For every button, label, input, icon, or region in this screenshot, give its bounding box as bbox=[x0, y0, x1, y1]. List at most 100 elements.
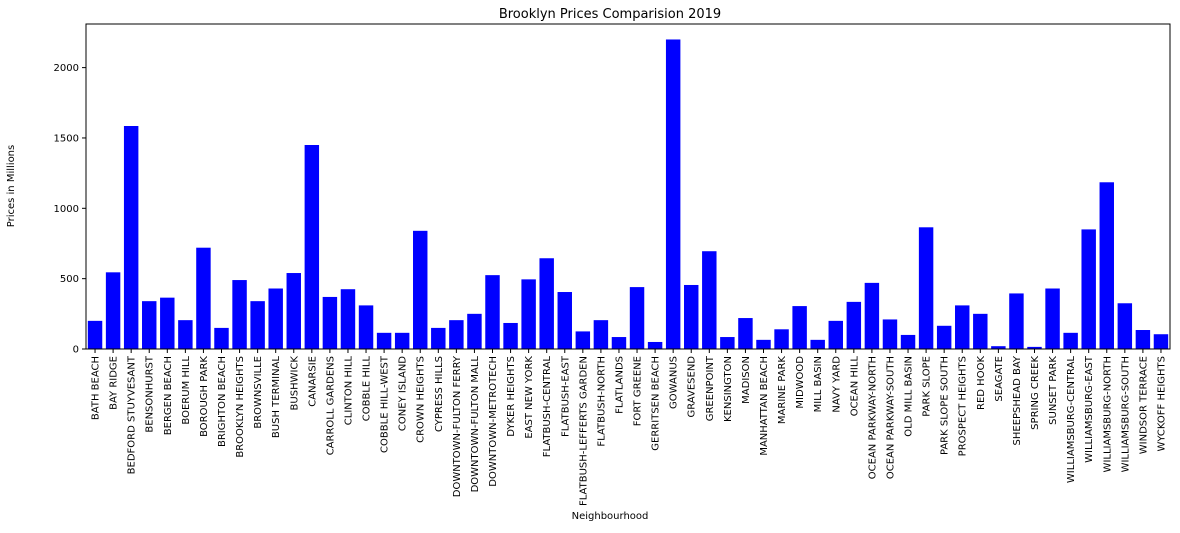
bar bbox=[322, 296, 338, 349]
x-tick-label: GRAVESEND bbox=[687, 356, 698, 418]
x-tick-label: NAVY YARD bbox=[831, 356, 842, 413]
chart-title: Brooklyn Prices Comparision 2019 bbox=[499, 7, 721, 22]
bars-group bbox=[87, 39, 1169, 349]
bar bbox=[214, 327, 229, 349]
x-tick-label: FORT GREENE bbox=[633, 356, 644, 426]
x-tick-label: BROWNSVILLE bbox=[253, 356, 264, 429]
bar bbox=[178, 320, 193, 349]
x-tick-label: BATH BEACH bbox=[91, 356, 102, 420]
bar bbox=[918, 227, 934, 349]
bar bbox=[376, 332, 392, 349]
y-tick-label: 0 bbox=[73, 345, 79, 356]
x-tick-label: PROSPECT HEIGHTS bbox=[958, 356, 969, 456]
x-tick-label: MARINE PARK bbox=[777, 356, 788, 425]
bar bbox=[1117, 303, 1133, 349]
x-tick-label: OCEAN HILL bbox=[849, 356, 860, 417]
y-axis: 0 500 1000 1500 2000 bbox=[54, 63, 86, 356]
x-tick-label: GERRITSEN BEACH bbox=[651, 356, 662, 451]
x-tick-label: RED HOOK bbox=[976, 356, 987, 410]
bar bbox=[105, 272, 121, 349]
x-tick-label: BAY RIDGE bbox=[109, 356, 120, 410]
x-tick-label: OCEAN PARKWAY-NORTH bbox=[867, 356, 878, 479]
x-tick-label: WILLIAMSBURG-EAST bbox=[1084, 355, 1095, 463]
x-tick-label: BEDFORD STUYVESANT bbox=[127, 355, 138, 474]
x-tick-label: BRIGHTON BEACH bbox=[217, 356, 228, 447]
x-tick-label: BUSHWICK bbox=[289, 356, 300, 411]
bar bbox=[142, 301, 157, 349]
bar bbox=[1009, 293, 1024, 349]
x-tick-label: WINDSOR TERRACE bbox=[1138, 356, 1149, 454]
x-tick-label: CANARSIE bbox=[307, 356, 318, 407]
bar bbox=[900, 334, 916, 349]
x-tick-label: BOROUGH PARK bbox=[199, 356, 210, 437]
bar bbox=[358, 305, 374, 349]
bar bbox=[810, 339, 825, 349]
x-tick-label: DYKER HEIGHTS bbox=[506, 356, 517, 437]
x-axis: BATH BEACH BAY RIDGE BEDFORD STUYVESANT BEN… bbox=[91, 349, 1167, 506]
x-tick-label: BUSH TERMINAL bbox=[271, 356, 282, 438]
bar bbox=[1099, 182, 1114, 349]
x-tick-label: COBBLE HILL bbox=[362, 356, 373, 422]
x-tick-label: CLINTON HILL bbox=[343, 356, 354, 426]
bar bbox=[1027, 346, 1042, 349]
bar bbox=[991, 346, 1006, 349]
y-axis-label: Prices in Millions bbox=[6, 145, 17, 228]
x-tick-label: BROOKLYN HEIGHTS bbox=[235, 356, 246, 458]
bar bbox=[250, 301, 265, 349]
x-tick-label: PARK SLOPE SOUTH bbox=[940, 356, 951, 455]
x-tick-label: FLATLANDS bbox=[614, 356, 625, 414]
bar bbox=[629, 287, 645, 349]
bar bbox=[304, 145, 320, 349]
x-tick-label: SPRING CREEK bbox=[1030, 356, 1041, 430]
y-tick-label: 1000 bbox=[54, 204, 79, 215]
bar bbox=[340, 289, 356, 349]
x-tick-label: FLATBUSH-NORTH bbox=[596, 356, 607, 447]
x-tick-label: WILLIAMSBURG-CENTRAL bbox=[1066, 356, 1077, 484]
x-tick-label: GREENPOINT bbox=[705, 355, 716, 421]
bar bbox=[1081, 229, 1096, 349]
bar bbox=[575, 331, 591, 349]
x-tick-label: CYPRESS HILLS bbox=[434, 356, 445, 432]
bar bbox=[955, 305, 970, 349]
x-tick-label: BENSONHURST bbox=[145, 355, 156, 432]
bar bbox=[413, 230, 428, 349]
bar bbox=[936, 325, 952, 349]
bar bbox=[503, 322, 518, 349]
bar bbox=[774, 329, 789, 349]
bar bbox=[792, 306, 807, 349]
bar bbox=[973, 313, 988, 349]
bar bbox=[232, 280, 247, 349]
x-tick-label: FLATBUSH-CENTRAL bbox=[542, 356, 553, 458]
x-tick-label: MILL BASIN bbox=[813, 356, 824, 412]
bar bbox=[720, 337, 735, 349]
bar bbox=[593, 320, 609, 349]
bar bbox=[828, 320, 843, 349]
bar bbox=[611, 337, 627, 349]
y-tick-label: 2000 bbox=[54, 63, 79, 74]
x-tick-label: OLD MILL BASIN bbox=[904, 356, 915, 437]
bar bbox=[1153, 334, 1169, 349]
x-tick-label: COBBLE HILL-WEST bbox=[380, 355, 391, 453]
bar bbox=[394, 332, 410, 349]
x-tick-label: EAST NEW YORK bbox=[524, 356, 535, 439]
bar bbox=[160, 297, 175, 349]
bar bbox=[521, 279, 536, 349]
x-tick-label: BERGEN BEACH bbox=[163, 356, 174, 435]
bar bbox=[846, 301, 862, 349]
x-tick-label: MADISON bbox=[741, 356, 752, 404]
x-tick-label: SUNSET PARK bbox=[1048, 356, 1059, 425]
x-tick-label: MANHATTAN BEACH bbox=[759, 356, 770, 456]
bar bbox=[87, 320, 103, 349]
bar bbox=[864, 282, 880, 349]
x-tick-label: PARK SLOPE bbox=[922, 356, 933, 417]
bar bbox=[123, 126, 139, 349]
x-tick-label: BOERUM HILL bbox=[181, 356, 192, 425]
bar bbox=[268, 288, 283, 349]
bar bbox=[557, 292, 572, 349]
bar bbox=[647, 341, 663, 349]
bar bbox=[196, 247, 211, 349]
bar bbox=[756, 339, 771, 349]
x-tick-label: FLATBUSH-EAST bbox=[560, 355, 571, 437]
